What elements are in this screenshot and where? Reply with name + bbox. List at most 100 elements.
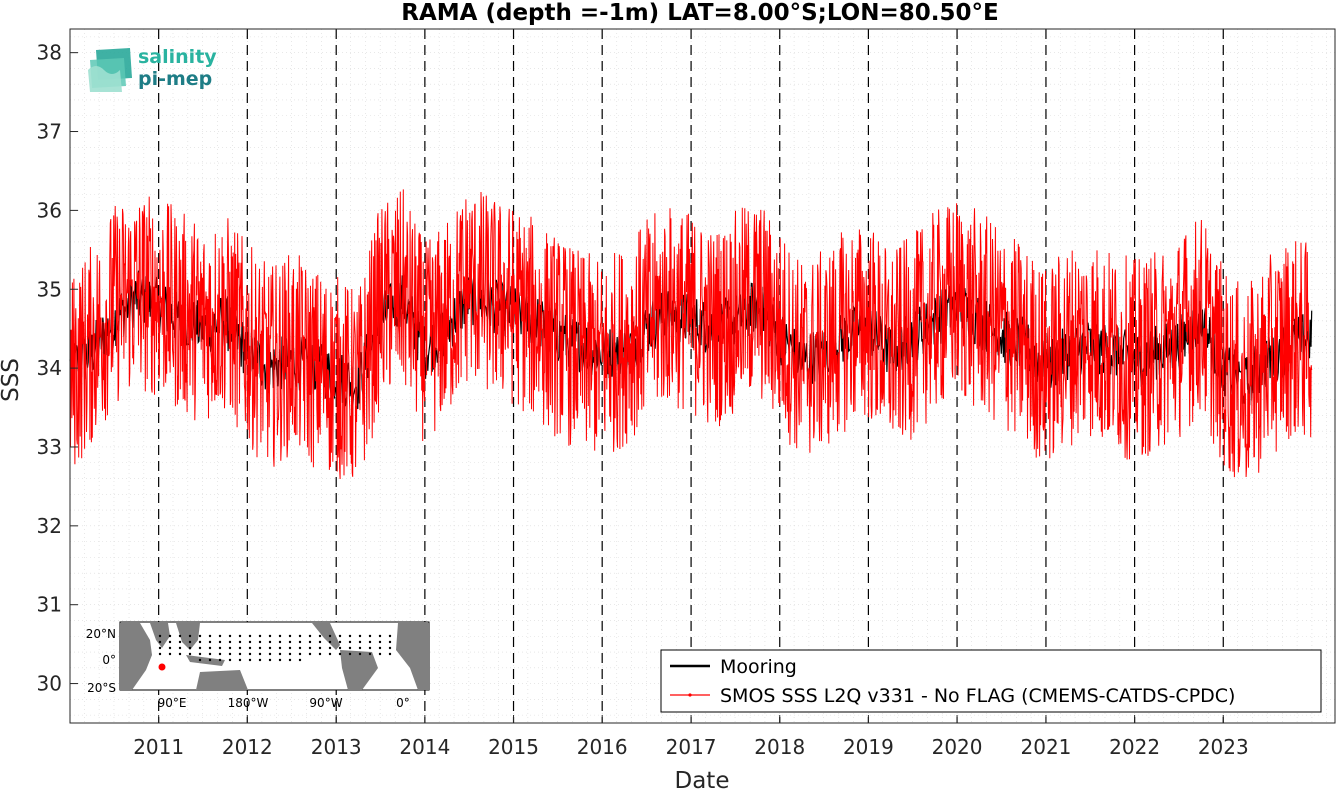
mooring-dot (378, 640, 382, 644)
mooring-dot (328, 634, 332, 638)
mooring-dot (358, 652, 362, 656)
mooring-dot (328, 652, 332, 656)
mooring-dot (258, 658, 262, 662)
mooring-dot (158, 646, 162, 650)
mooring-dot (288, 640, 292, 644)
mooring-dot (288, 652, 292, 656)
mooring-dot (158, 640, 162, 644)
landmass-africa-asia (120, 623, 152, 690)
mooring-dot (368, 634, 372, 638)
inset-lon-tick: 90°W (309, 696, 342, 710)
y-tick-label: 37 (37, 120, 62, 144)
mooring-dot (178, 634, 182, 638)
mooring-dot (278, 634, 282, 638)
mooring-array-dots (158, 634, 392, 662)
mooring-dot (178, 640, 182, 644)
mooring-dot (248, 646, 252, 650)
mooring-dot (198, 640, 202, 644)
mooring-dot (198, 652, 202, 656)
mooring-dot (278, 646, 282, 650)
mooring-dot (208, 658, 212, 662)
mooring-dot (358, 634, 362, 638)
x-tick-label: 2018 (754, 735, 805, 759)
mooring-dot (368, 652, 372, 656)
mooring-dot (388, 646, 392, 650)
mooring-dot (378, 634, 382, 638)
legend-mooring-label: Mooring (720, 656, 797, 678)
mooring-dot (208, 640, 212, 644)
x-tick-label: 2019 (843, 735, 894, 759)
mooring-dot (378, 652, 382, 656)
series-layer (69, 189, 1313, 480)
legend: Mooring SMOS SSS L2Q v331 - No FLAG (CME… (660, 649, 1322, 713)
landmass-south-america (340, 650, 378, 690)
mooring-dot (258, 634, 262, 638)
mooring-dot (338, 634, 342, 638)
mooring-dot (198, 658, 202, 662)
x-tick-label: 2014 (399, 735, 450, 759)
mooring-dot (208, 652, 212, 656)
mooring-dot (238, 640, 242, 644)
mooring-dot (188, 646, 192, 650)
x-tick-label: 2023 (1198, 735, 1249, 759)
mooring-dot (368, 640, 372, 644)
y-axis-label: SSS (0, 358, 24, 402)
x-tick-label: 2013 (311, 735, 362, 759)
mooring-dot (348, 646, 352, 650)
landmass-indonesia (186, 655, 225, 666)
legend-smos-marker (688, 693, 692, 697)
inset-lon-tick: 0° (396, 696, 410, 710)
x-tick-label: 2016 (577, 735, 628, 759)
mooring-dot (258, 646, 262, 650)
mooring-dot (298, 640, 302, 644)
mooring-dot (208, 646, 212, 650)
mooring-dot (338, 652, 342, 656)
mooring-dot (238, 634, 242, 638)
mooring-dot (188, 640, 192, 644)
mooring-dot (238, 658, 242, 662)
mooring-dot (348, 634, 352, 638)
mooring-dot (328, 640, 332, 644)
mooring-dot (338, 646, 342, 650)
mooring-dot (368, 646, 372, 650)
x-tick-label: 2012 (222, 735, 273, 759)
mooring-dot (268, 658, 272, 662)
mooring-dot (308, 634, 312, 638)
mooring-dot (388, 640, 392, 644)
y-tick-label: 38 (37, 41, 62, 65)
mooring-dot (358, 640, 362, 644)
year-dividers (158, 29, 1224, 723)
mooring-dot (198, 646, 202, 650)
mooring-dot (228, 640, 232, 644)
chart-title: RAMA (depth =-1m) LAT=8.00°S;LON=80.50°E (401, 0, 998, 26)
mooring-dot (328, 646, 332, 650)
mooring-dot (248, 634, 252, 638)
y-axis-ticks: 30 31 32 33 34 35 36 37 38 (37, 41, 78, 696)
mooring-dot (158, 634, 162, 638)
x-tick-label: 2022 (1109, 735, 1160, 759)
inset-map-frame (119, 621, 430, 691)
y-tick-label: 36 (37, 198, 62, 222)
mooring-dot (228, 652, 232, 656)
mooring-dot (358, 646, 362, 650)
mooring-dot (268, 646, 272, 650)
mooring-dot (218, 652, 222, 656)
mooring-dot (228, 646, 232, 650)
mooring-dot (388, 652, 392, 656)
svg-text:salinity: salinity (138, 46, 217, 68)
mooring-dot (238, 652, 242, 656)
legend-box (660, 649, 1322, 713)
mooring-dot (248, 640, 252, 644)
x-tick-label: 2015 (488, 735, 539, 759)
mooring-dot (388, 634, 392, 638)
mooring-dot (168, 652, 172, 656)
mooring-dot (168, 646, 172, 650)
mooring-dot (228, 634, 232, 638)
mooring-dot (218, 634, 222, 638)
mooring-dot (248, 658, 252, 662)
axes-frame (69, 28, 1336, 724)
mooring-dot (278, 640, 282, 644)
x-tick-label: 2011 (133, 735, 184, 759)
y-tick-label: 34 (37, 356, 62, 380)
